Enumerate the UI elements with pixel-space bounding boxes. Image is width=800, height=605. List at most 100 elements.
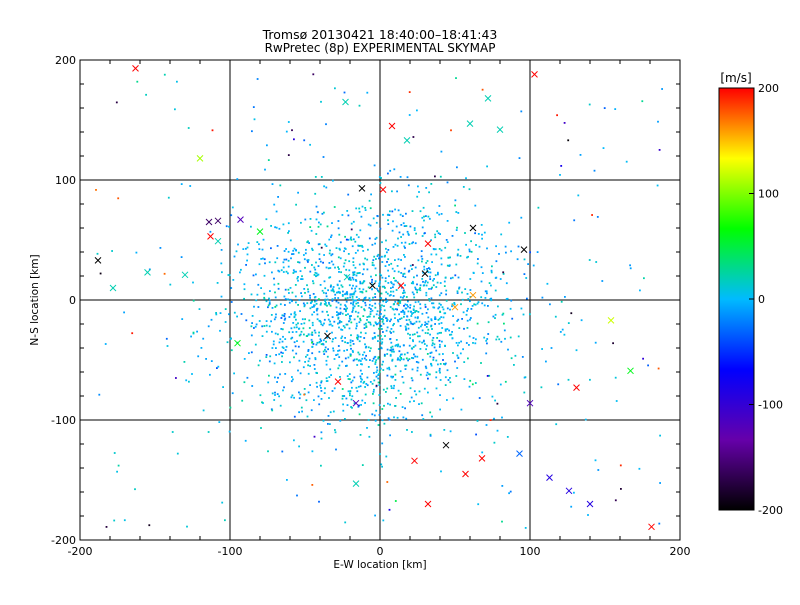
scatter-dot xyxy=(192,299,195,302)
scatter-dot xyxy=(486,247,488,250)
scatter-dot xyxy=(117,464,120,467)
scatter-dot xyxy=(250,351,253,354)
scatter-dot xyxy=(342,409,345,412)
scatter-dot xyxy=(343,308,346,310)
scatter-dot xyxy=(391,267,394,270)
scatter-dot xyxy=(446,328,449,330)
scatter-dot xyxy=(477,503,480,506)
scatter-dot xyxy=(309,297,311,299)
scatter-dot xyxy=(339,376,341,378)
scatter-dot xyxy=(282,266,285,269)
scatter-dot xyxy=(423,268,426,271)
scatter-dot xyxy=(440,331,442,334)
scatter-dot xyxy=(405,364,408,367)
scatter-dot xyxy=(430,287,433,290)
scatter-dot xyxy=(619,464,622,467)
scatter-dot xyxy=(314,176,317,178)
scatter-cross xyxy=(565,487,573,495)
scatter-dot xyxy=(354,290,357,293)
scatter-dot xyxy=(493,417,495,420)
scatter-dot xyxy=(369,381,372,383)
scatter-dot xyxy=(449,256,451,259)
scatter-dot xyxy=(483,231,486,234)
scatter-dot xyxy=(375,236,378,239)
scatter-dot xyxy=(523,258,526,261)
cross-stroke xyxy=(442,441,450,449)
scatter-dot xyxy=(426,260,429,262)
scatter-dot xyxy=(345,268,348,271)
scatter-dot xyxy=(444,312,447,315)
scatter-dot xyxy=(261,401,263,404)
scatter-dot xyxy=(458,341,460,344)
scatter-dot xyxy=(414,311,416,314)
scatter-dot xyxy=(298,391,300,394)
scatter-dot xyxy=(407,184,410,187)
scatter-dot xyxy=(415,393,418,396)
scatter-dot xyxy=(432,284,435,287)
cross-stroke xyxy=(478,455,486,462)
scatter-dot xyxy=(350,293,353,296)
scatter-dot xyxy=(337,317,340,320)
scatter-cross xyxy=(237,216,244,223)
scatter-dot xyxy=(657,120,659,123)
scatter-dot xyxy=(355,296,358,298)
scatter-dot xyxy=(337,312,340,315)
scatter-dot xyxy=(467,298,470,300)
scatter-dot xyxy=(331,222,333,224)
scatter-dot xyxy=(306,302,309,305)
scatter-dot xyxy=(333,387,336,390)
scatter-dot xyxy=(471,383,474,386)
cross-stroke xyxy=(403,137,411,144)
scatter-dot xyxy=(371,309,374,312)
scatter-dot xyxy=(374,361,377,363)
scatter-dot xyxy=(400,317,403,320)
scatter-dot xyxy=(455,375,458,377)
scatter-dot xyxy=(352,292,355,295)
scatter-dot xyxy=(398,301,400,304)
scatter-dot xyxy=(417,311,420,313)
scatter-dot xyxy=(603,107,606,109)
scatter-dot xyxy=(383,422,386,425)
scatter-dot xyxy=(417,326,420,329)
scatter-cross xyxy=(196,155,204,162)
scatter-dot xyxy=(488,374,491,377)
scatter-dot xyxy=(328,238,331,241)
scatter-dot xyxy=(490,297,493,300)
scatter-dot xyxy=(388,294,391,297)
scatter-dot xyxy=(396,358,399,361)
scatter-dot xyxy=(489,419,492,421)
scatter-dot xyxy=(380,274,383,277)
scatter-dot xyxy=(324,298,327,301)
scatter-dot xyxy=(350,381,353,384)
scatter-dot xyxy=(379,306,382,309)
scatter-dot xyxy=(292,322,295,324)
scatter-dot xyxy=(439,175,442,178)
scatter-dot xyxy=(354,266,357,269)
scatter-dot xyxy=(351,296,354,298)
scatter-dot xyxy=(414,242,417,245)
scatter-dot xyxy=(347,378,350,380)
scatter-dot xyxy=(258,320,261,322)
scatter-dot xyxy=(339,248,341,251)
scatter-dot xyxy=(327,348,329,351)
scatter-dot xyxy=(412,293,415,296)
scatter-dot xyxy=(362,300,365,303)
scatter-dot xyxy=(376,322,379,325)
scatter-dot xyxy=(461,318,463,320)
scatter-dot xyxy=(520,216,523,219)
scatter-dot xyxy=(376,369,379,372)
scatter-dot xyxy=(348,320,350,323)
scatter-dot xyxy=(425,284,428,287)
scatter-dot xyxy=(337,301,340,304)
scatter-dot xyxy=(453,303,456,306)
scatter-dot xyxy=(324,346,327,349)
scatter-dot xyxy=(433,278,435,280)
scatter-dot xyxy=(394,405,397,407)
scatter-dot xyxy=(409,333,411,336)
scatter-dot xyxy=(526,297,528,300)
scatter-dot xyxy=(358,210,361,213)
scatter-dot xyxy=(356,390,359,393)
scatter-dot xyxy=(311,450,314,453)
scatter-dot xyxy=(310,338,313,341)
scatter-dot xyxy=(440,316,443,318)
